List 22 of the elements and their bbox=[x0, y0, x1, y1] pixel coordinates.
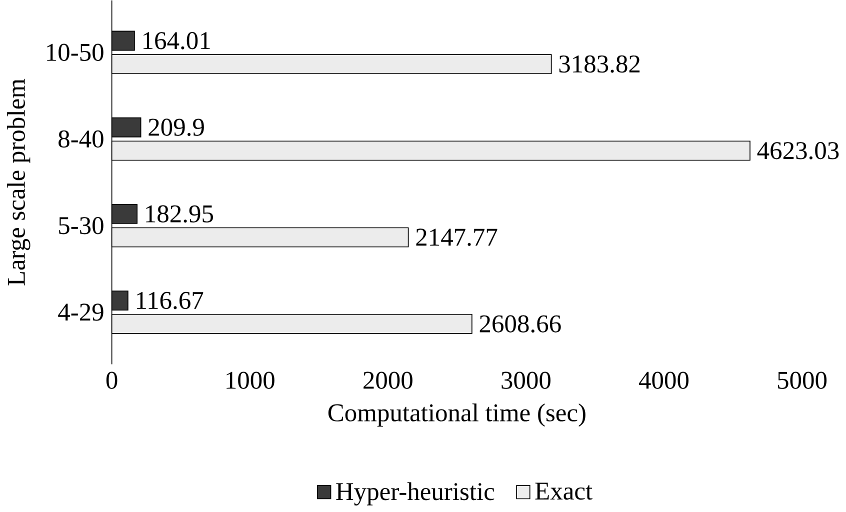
legend-label: Exact bbox=[535, 482, 592, 500]
y-tick-label: 5-30 bbox=[59, 217, 104, 234]
y-tick-label: 4-29 bbox=[58, 304, 104, 321]
data-label: 2147.77 bbox=[416, 228, 498, 246]
x-tick-label: 3000 bbox=[502, 372, 550, 390]
x-axis-title: Computational time (sec) bbox=[328, 404, 586, 427]
x-tick-label: 2000 bbox=[364, 372, 412, 390]
data-label: 209.9 bbox=[148, 118, 204, 136]
legend-label: Hyper-heuristic bbox=[336, 482, 494, 506]
x-tick-label: 5000 bbox=[778, 372, 827, 390]
data-label: 2608.66 bbox=[480, 315, 561, 333]
y-tick-label: 10-50 bbox=[47, 44, 104, 62]
data-label: 3183.82 bbox=[559, 56, 640, 73]
data-label: 182.95 bbox=[146, 205, 214, 223]
x-tick-label: 4000 bbox=[638, 372, 688, 390]
data-label: 4623.03 bbox=[757, 142, 839, 160]
data-label: 116.67 bbox=[136, 292, 204, 310]
y-tick-label: 8-40 bbox=[58, 130, 104, 148]
data-label: 164.01 bbox=[144, 32, 210, 50]
x-tick-label: 0 bbox=[106, 372, 118, 390]
y-axis-title: Large scale problem bbox=[7, 79, 30, 286]
x-tick-label: 1000 bbox=[226, 372, 274, 390]
